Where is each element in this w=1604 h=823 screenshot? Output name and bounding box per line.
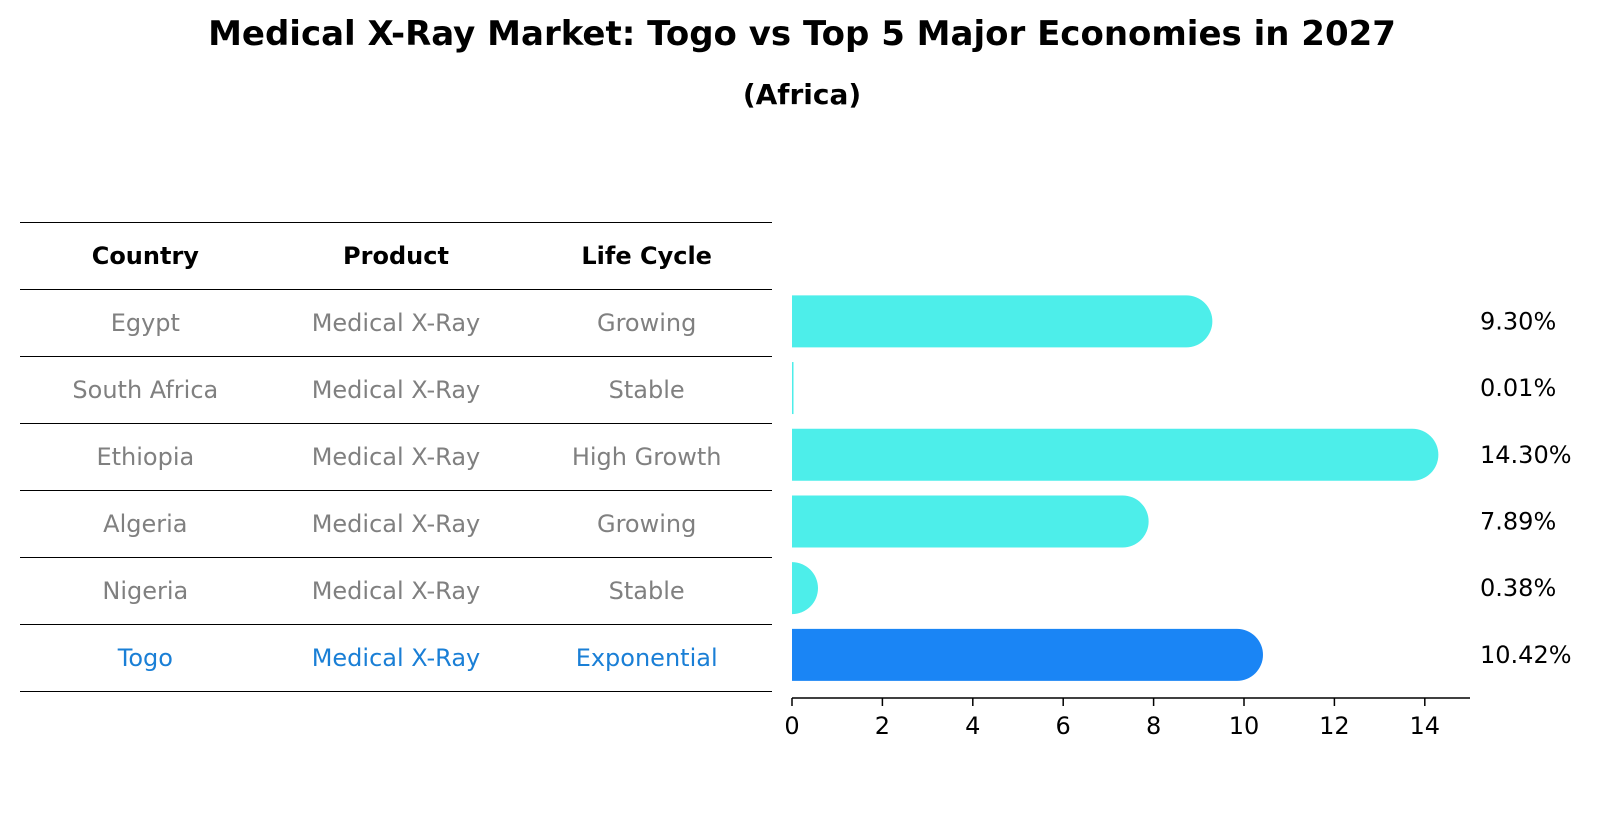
cell-product: Medical X-Ray — [270, 624, 522, 692]
bar-egypt — [792, 295, 1213, 348]
table-header-row: Country Product Life Cycle — [20, 222, 772, 290]
value-label-south-africa: 0.01% — [1480, 374, 1556, 402]
bar-south-africa — [792, 362, 794, 415]
bar-nigeria — [792, 562, 819, 615]
chart-title: Medical X-Ray Market: Togo vs Top 5 Majo… — [208, 14, 1396, 54]
cell-country: Togo — [20, 624, 271, 692]
bar-togo — [792, 628, 1263, 681]
value-label-togo: 10.42% — [1480, 641, 1572, 669]
cell-product: Medical X-Ray — [270, 423, 522, 491]
table-row: South Africa Medical X-Ray Stable — [20, 356, 772, 424]
market-table: Country Product Life Cycle Egypt Medical… — [20, 222, 772, 692]
cell-life-cycle: Growing — [521, 490, 772, 558]
cell-product: Medical X-Ray — [270, 490, 522, 558]
cell-life-cycle: Stable — [521, 356, 772, 424]
x-tick-label-12: 12 — [1319, 712, 1350, 740]
value-label-ethiopia: 14.30% — [1480, 441, 1572, 469]
cell-product: Medical X-Ray — [270, 557, 522, 625]
value-label-nigeria: 0.38% — [1480, 574, 1556, 602]
cell-country: Nigeria — [20, 557, 271, 625]
x-tick-label-10: 10 — [1229, 712, 1260, 740]
x-tick-label-14: 14 — [1410, 712, 1441, 740]
cell-country: South Africa — [20, 356, 271, 424]
cell-life-cycle: High Growth — [521, 423, 772, 491]
table-row: Ethiopia Medical X-Ray High Growth — [20, 423, 772, 491]
table-row: Nigeria Medical X-Ray Stable — [20, 557, 772, 625]
cell-country: Egypt — [20, 289, 271, 357]
x-tick-label-8: 8 — [1146, 712, 1161, 740]
table-row: Algeria Medical X-Ray Growing — [20, 490, 772, 558]
cell-product: Medical X-Ray — [270, 356, 522, 424]
cell-product: Medical X-Ray — [270, 289, 522, 357]
cell-country: Ethiopia — [20, 423, 271, 491]
chart-subtitle: (Africa) — [742, 78, 862, 111]
cell-country: Algeria — [20, 490, 271, 558]
value-label-algeria: 7.89% — [1480, 507, 1556, 535]
header-country: Country — [20, 222, 271, 290]
cell-life-cycle: Exponential — [521, 624, 772, 692]
value-label-egypt: 9.30% — [1480, 307, 1556, 335]
bar-algeria — [792, 495, 1149, 548]
cell-life-cycle: Stable — [521, 557, 772, 625]
x-tick-label-2: 2 — [875, 712, 890, 740]
bar-ethiopia — [792, 428, 1439, 481]
x-tick-label-4: 4 — [965, 712, 980, 740]
x-tick-label-0: 0 — [784, 712, 799, 740]
x-tick-label-6: 6 — [1056, 712, 1071, 740]
header-product: Product — [270, 222, 522, 290]
header-life-cycle: Life Cycle — [521, 222, 772, 290]
table-row-highlight: Togo Medical X-Ray Exponential — [20, 624, 772, 692]
table-row: Egypt Medical X-Ray Growing — [20, 289, 772, 357]
cell-life-cycle: Growing — [521, 289, 772, 357]
